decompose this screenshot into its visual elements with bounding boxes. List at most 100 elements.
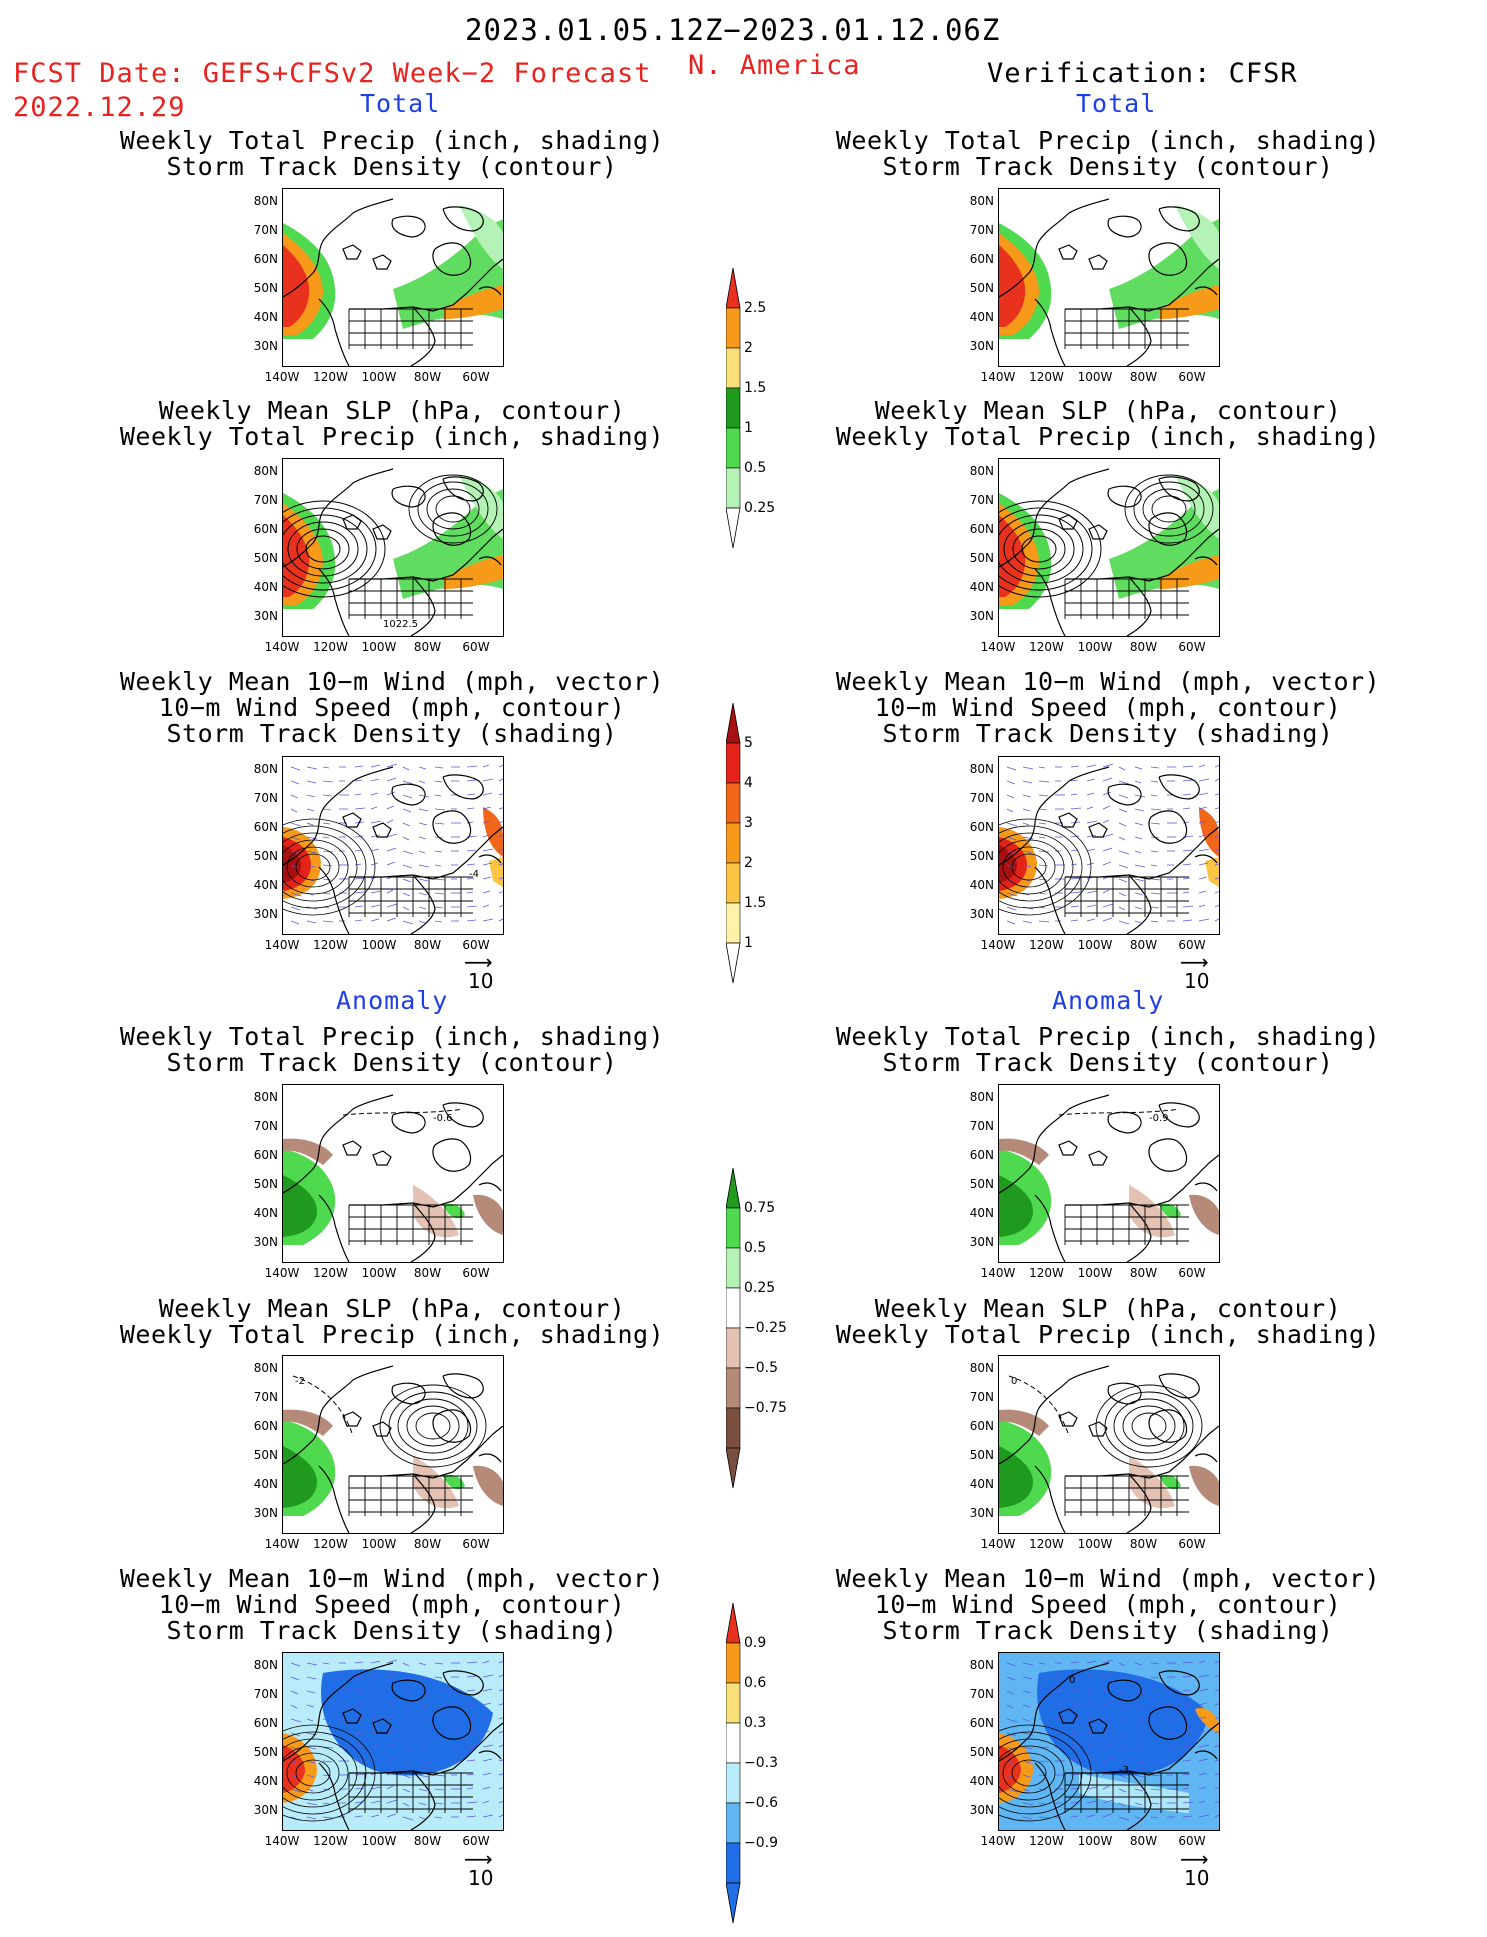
lat-tick-label: 70N <box>253 1119 278 1133</box>
colorbar-tick-label: 2 <box>744 855 753 871</box>
panel-title-line: Weekly Total Precip (inch, shading) <box>835 126 1381 155</box>
panel-title-line: Weekly Total Precip (inch, shading) <box>835 1320 1381 1349</box>
map-plot: -0.6 <box>283 1094 503 1262</box>
lat-tick-label: 30N <box>969 1235 994 1249</box>
lat-tick-label: 40N <box>253 878 278 892</box>
lat-tick-label: 50N <box>253 551 278 565</box>
map-panel-slp_total-forecast: 1022.5 <box>282 458 504 637</box>
lon-tick-label: 80W <box>1129 1834 1158 1848</box>
panel-title-line: Storm Track Density (shading) <box>882 719 1334 748</box>
colorbar-tick-label: 0.5 <box>744 460 767 476</box>
lat-tick-label: 60N <box>969 1716 994 1730</box>
vector-reference-value: 10 <box>1184 1866 1210 1890</box>
colorbar-tick-label: 2.5 <box>744 300 767 316</box>
lat-tick-label: 70N <box>969 1390 994 1404</box>
map-plot <box>999 763 1219 934</box>
lon-tick-label: 80W <box>413 1266 442 1280</box>
lon-tick-label: 60W <box>1178 1266 1206 1280</box>
panel-title: Weekly Mean SLP (hPa, contour) Weekly Tot… <box>798 1296 1418 1348</box>
lat-tick-label: 60N <box>253 1716 278 1730</box>
colorbar-tick-label: −0.9 <box>744 1835 778 1851</box>
colorbar-tick-label: −0.75 <box>744 1400 787 1416</box>
vector-reference: ⟶ 10 <box>1180 1849 1210 1890</box>
lat-tick-label: 80N <box>253 194 278 208</box>
lon-tick-label: 120W <box>1029 1537 1064 1551</box>
colorbar-tick-label: 0.5 <box>744 1240 767 1256</box>
lon-tick-label: 120W <box>313 370 348 384</box>
lat-tick-label: 40N <box>969 878 994 892</box>
lat-tick-label: 70N <box>969 223 994 237</box>
forecast-date: 2022.12.29 <box>13 92 186 123</box>
lat-tick-label: 80N <box>969 464 994 478</box>
svg-text:-3: -3 <box>1119 1765 1129 1776</box>
lat-tick-label: 60N <box>969 522 994 536</box>
svg-text:0: 0 <box>1011 1376 1017 1387</box>
map-plot: 1022.5 <box>283 468 503 636</box>
lat-tick-label: 60N <box>969 820 994 834</box>
colorbar-tick-label: 0.6 <box>744 1675 767 1691</box>
lat-tick-label: 40N <box>969 1774 994 1788</box>
lat-tick-label: 80N <box>253 1361 278 1375</box>
map-panel-precip_total-verification <box>998 188 1220 367</box>
colorbar-tick-label: 0.25 <box>744 1280 776 1296</box>
lat-tick-label: 60N <box>969 1148 994 1162</box>
lon-tick-label: 140W <box>980 1537 1016 1551</box>
lat-tick-label: 30N <box>253 339 278 353</box>
lon-tick-label: 140W <box>264 938 300 952</box>
map-plot: -2 <box>283 1365 503 1533</box>
lon-tick-label: 120W <box>1029 1266 1064 1280</box>
lon-tick-label: 100W <box>361 370 397 384</box>
lon-tick-label: 60W <box>1178 370 1206 384</box>
lon-tick-label: 80W <box>413 370 442 384</box>
lat-tick-label: 60N <box>253 1148 278 1162</box>
map-plot: -0.9 <box>999 1094 1219 1262</box>
lon-tick-label: 100W <box>361 1266 397 1280</box>
vector-reference: ⟶ 10 <box>464 1849 494 1890</box>
vector-arrow-icon: ⟶ <box>464 950 493 974</box>
lat-tick-label: 30N <box>969 609 994 623</box>
lon-tick-label: 140W <box>264 1266 300 1280</box>
lat-tick-label: 80N <box>253 1658 278 1672</box>
lat-tick-label: 50N <box>969 849 994 863</box>
section-total-right: Total <box>1076 89 1157 118</box>
lat-tick-label: 80N <box>253 464 278 478</box>
lat-tick-label: 50N <box>253 281 278 295</box>
vector-arrow-icon: ⟶ <box>1180 950 1209 974</box>
lat-tick-label: 50N <box>253 1745 278 1759</box>
lat-tick-label: 80N <box>969 1658 994 1672</box>
vector-reference: ⟶ 10 <box>464 950 493 993</box>
lon-tick-label: 60W <box>462 1266 490 1280</box>
lon-tick-label: 60W <box>1178 938 1206 952</box>
colorbar-tick-label: 1.5 <box>744 895 767 911</box>
lon-tick-label: 140W <box>980 1266 1016 1280</box>
map-panel-wind_total-verification <box>998 756 1220 935</box>
vector-reference-value: 10 <box>1184 969 1210 993</box>
lon-tick-label: 80W <box>413 1834 442 1848</box>
lon-tick-label: 100W <box>1077 370 1113 384</box>
lon-tick-label: 80W <box>413 938 442 952</box>
colorbar-track_total <box>725 702 741 984</box>
lon-tick-label: 100W <box>1077 640 1113 654</box>
vector-reference-value: 10 <box>468 1866 494 1890</box>
lat-tick-label: 30N <box>969 1803 994 1817</box>
lon-tick-label: 100W <box>361 640 397 654</box>
map-panel-wind_anom-verification: 0 -3 <box>998 1652 1220 1831</box>
panel-title: Weekly Mean SLP (hPa, contour) Weekly Tot… <box>82 398 702 450</box>
lat-tick-label: 70N <box>969 1119 994 1133</box>
lat-tick-label: 70N <box>253 1390 278 1404</box>
panel-title: Weekly Mean SLP (hPa, contour) Weekly Tot… <box>82 1296 702 1348</box>
lat-tick-label: 50N <box>253 849 278 863</box>
panel-title-line: Storm Track Density (contour) <box>166 1048 618 1077</box>
lon-tick-label: 60W <box>462 370 490 384</box>
panel-title: Weekly Mean 10−m Wind (mph, vector) 10−m … <box>82 1566 702 1644</box>
panel-title: Weekly Mean 10−m Wind (mph, vector) 10−m … <box>82 669 702 747</box>
map-plot <box>999 468 1219 636</box>
panel-title-line: 10−m Wind Speed (mph, contour) <box>158 1590 626 1619</box>
lon-tick-label: 140W <box>980 640 1016 654</box>
lat-tick-label: 50N <box>969 551 994 565</box>
lon-tick-label: 80W <box>1129 1537 1158 1551</box>
colorbar-tick-label: −0.5 <box>744 1360 778 1376</box>
map-panel-wind_anom-forecast <box>282 1652 504 1831</box>
lat-tick-label: 70N <box>253 791 278 805</box>
lon-tick-label: 60W <box>462 1834 490 1848</box>
